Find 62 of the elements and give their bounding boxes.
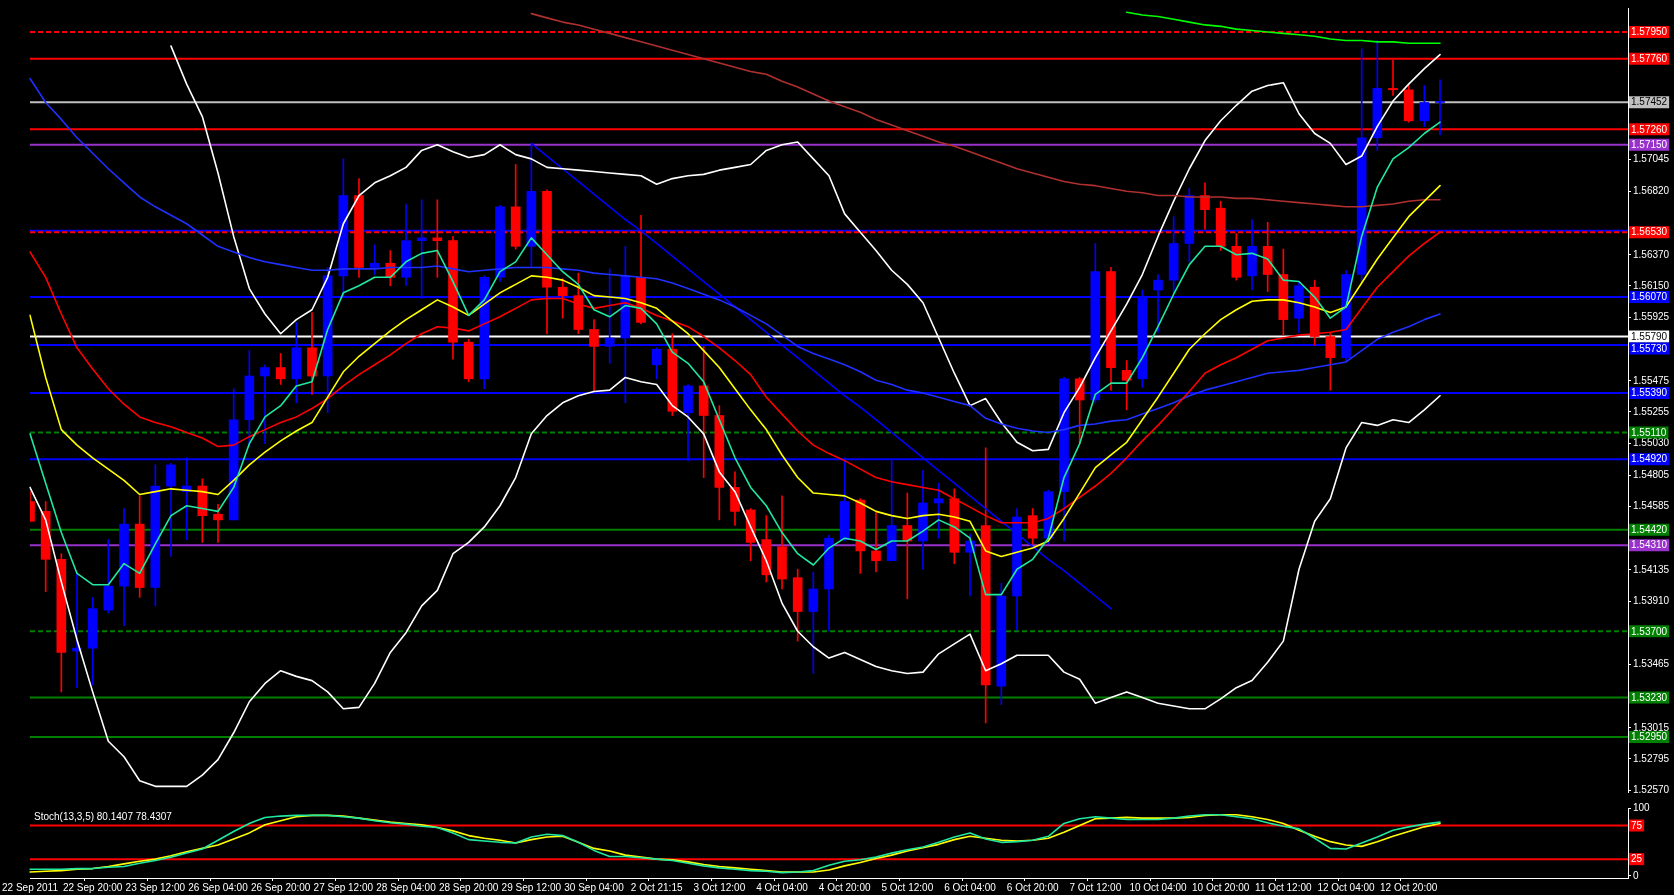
y-tick-label: 1.56150 <box>1633 279 1670 291</box>
x-tick-label: 11 Oct 12:00 <box>1255 881 1313 893</box>
ref-line-label: 75 <box>1631 819 1643 831</box>
x-tick-label: 27 Sep 12:00 <box>313 881 374 893</box>
y-tick-label: 100 <box>1633 802 1651 814</box>
x-tick-label: 23 Sep 12:00 <box>125 881 186 893</box>
x-tick-label: 29 Sep 12:00 <box>501 881 562 893</box>
x-tick-label: 30 Sep 04:00 <box>564 881 625 893</box>
x-tick-label: 4 Oct 20:00 <box>818 881 871 893</box>
x-tick-label: 3 Oct 12:00 <box>693 881 746 893</box>
x-tick-label: 10 Oct 20:00 <box>1192 881 1250 893</box>
ref-line-label: 1.54310 <box>1631 539 1668 551</box>
y-tick-label: 1.55255 <box>1633 405 1670 417</box>
x-tick-label: 26 Sep 04:00 <box>188 881 249 893</box>
ref-line-label: 1.52950 <box>1631 731 1668 743</box>
y-tick-label: 1.53015 <box>1633 721 1670 733</box>
y-tick-label: 1.52570 <box>1633 784 1670 796</box>
x-tick-label: 12 Oct 20:00 <box>1380 881 1438 893</box>
ref-line-label: 1.55390 <box>1631 387 1668 399</box>
x-tick-label: 26 Sep 20:00 <box>250 881 311 893</box>
y-tick-label: 1.55475 <box>1633 374 1670 386</box>
x-tick-label: 28 Sep 04:00 <box>376 881 437 893</box>
ref-line-label: 1.55790 <box>1631 330 1668 342</box>
x-tick-label: 6 Oct 20:00 <box>1006 881 1059 893</box>
x-tick-label: 4 Oct 04:00 <box>756 881 809 893</box>
x-tick-label: 22 Sep 2011 <box>2 881 59 893</box>
ref-line-label: 1.54920 <box>1631 453 1668 465</box>
candlestick <box>1435 79 1445 136</box>
y-tick-label: 1.54805 <box>1633 469 1670 481</box>
x-tick-label: 7 Oct 12:00 <box>1069 881 1122 893</box>
ref-line-label: 1.57452 <box>1631 96 1668 108</box>
x-tick-label: 6 Oct 04:00 <box>944 881 997 893</box>
ref-line-label: 1.57150 <box>1631 139 1668 151</box>
chart-title: Stoch(13,3,5) 80.1407 78.4307 <box>34 810 173 822</box>
y-tick-label: 1.54585 <box>1633 500 1670 512</box>
ref-line-label: 1.55110 <box>1631 426 1667 438</box>
ref-line-label: 1.56530 <box>1631 226 1668 238</box>
y-tick-label: 1.53465 <box>1633 658 1670 670</box>
y-tick-label: 1.55030 <box>1633 437 1670 449</box>
y-tick-label: 1.56820 <box>1633 185 1670 197</box>
ref-line-label: 1.53700 <box>1631 625 1668 637</box>
y-tick-label: 1.55925 <box>1633 311 1670 323</box>
x-tick-label: 22 Sep 20:00 <box>62 881 123 893</box>
y-tick-label: 1.54135 <box>1633 563 1670 575</box>
ref-line-label: 25 <box>1631 853 1643 865</box>
ref-line-label: 1.53230 <box>1631 691 1668 703</box>
x-tick-label: 10 Oct 04:00 <box>1129 881 1188 893</box>
x-tick-label: 5 Oct 12:00 <box>881 881 934 893</box>
y-tick-label: 1.53910 <box>1633 595 1670 607</box>
ref-line-label: 1.57760 <box>1631 53 1668 65</box>
x-tick-label: 12 Oct 04:00 <box>1317 881 1376 893</box>
ref-line-label: 1.55730 <box>1631 342 1668 354</box>
y-tick-label: 1.56370 <box>1633 248 1670 260</box>
ref-line-label: 1.56070 <box>1631 291 1668 303</box>
x-tick-label: 28 Sep 20:00 <box>438 881 499 893</box>
ref-line-label: 1.57950 <box>1631 26 1668 38</box>
y-tick-label: 1.52795 <box>1633 752 1670 764</box>
y-tick-label: 1.57045 <box>1633 153 1670 165</box>
ref-line-label: 1.54420 <box>1631 523 1668 535</box>
ref-line-label: 1.57260 <box>1631 123 1668 135</box>
y-tick-label: 0 <box>1633 869 1639 881</box>
x-tick-label: 2 Oct 21:15 <box>630 881 683 893</box>
